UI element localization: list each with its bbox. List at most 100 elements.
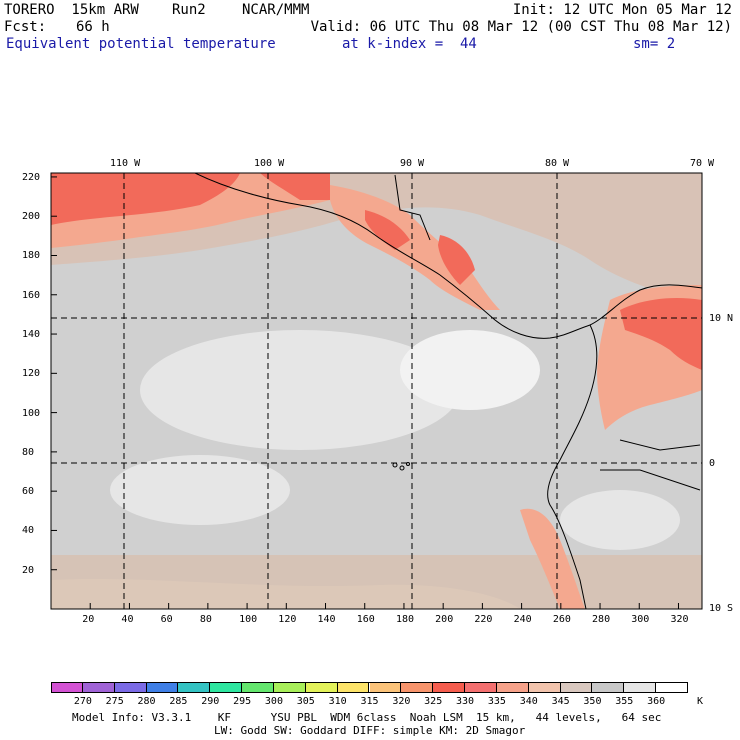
lat-lon-grid (51, 173, 702, 609)
galapagos-island-3 (406, 462, 410, 466)
x-tick-label: 300 (631, 614, 650, 625)
x-tick-label: 260 (552, 614, 571, 625)
valid-time: Valid: 06 UTC Thu 08 Mar 12 (00 CST Thu … (310, 19, 732, 35)
colorbar-level-label: 330 (456, 696, 475, 707)
x-tick-label: 180 (395, 614, 414, 625)
model-info: Model Info: V3.3.1 KF YSU PBL WDM 6class… (72, 711, 662, 724)
colorbar-level-label: 280 (137, 696, 156, 707)
colorbar-swatch (114, 682, 147, 693)
model-name: TORERO 15km ARW (4, 2, 139, 18)
colorbar-level-label: 355 (615, 696, 634, 707)
lat-label-10n: 10 N (709, 313, 734, 324)
red-region-guatemala (365, 210, 410, 250)
colorbar-frame (51, 682, 688, 693)
x-tick-label: 20 (82, 614, 95, 625)
tan-region-south-edge (51, 578, 520, 609)
colorbar-level-label: 310 (328, 696, 347, 707)
colorbar-swatch (337, 682, 370, 693)
x-tick-label: 320 (670, 614, 689, 625)
map-frame (50, 172, 703, 610)
lon-label-70w: 70 W (690, 158, 715, 169)
colorbar-swatch (242, 682, 274, 693)
y-tick-label: 60 (22, 486, 35, 498)
red-region-honduras (438, 235, 475, 285)
light-region-southwest (110, 455, 290, 525)
x-tick-label: 200 (435, 614, 454, 625)
colorbar-unit: K (696, 696, 704, 707)
colorbar-swatch (273, 682, 306, 693)
y-tick-label: 120 (22, 368, 41, 380)
colorbar-swatch (433, 682, 466, 693)
red-region-colombia (620, 298, 702, 370)
lat-label-equator: 0 (709, 458, 716, 469)
colorbar-swatch (496, 682, 529, 693)
colorbar-swatch (528, 682, 561, 693)
colorbar-level-label: 305 (296, 696, 315, 707)
colorbar-level-label: 360 (647, 696, 666, 707)
light-region-east-pacific (140, 330, 460, 450)
border-mexico-guatemala (394, 174, 431, 241)
colorbar-level-label: 350 (583, 696, 602, 707)
colorbar-level-label: 275 (105, 696, 124, 707)
x-tick-label: 40 (121, 614, 134, 625)
forecast-hours: 66 h (76, 19, 110, 35)
colorbar-swatch (210, 682, 243, 693)
colorbar-level-label: 335 (487, 696, 506, 707)
y-tick-label: 160 (22, 289, 41, 301)
y-tick-label: 20 (22, 564, 35, 576)
x-tick-label: 220 (474, 614, 493, 625)
org-label: NCAR/MMM (242, 2, 310, 18)
field-name: Equivalent potential temperature (6, 36, 276, 52)
red-region-northwest (51, 173, 240, 225)
init-time: Init: 12 UTC Mon 05 Mar 12 (512, 2, 732, 18)
colorbar-swatch (369, 682, 402, 693)
colorbar-swatch (146, 682, 179, 693)
lon-label-90w: 90 W (400, 158, 425, 169)
colorbar-swatch (82, 682, 115, 693)
red-region-mexico (260, 173, 330, 200)
y-tick-label: 180 (22, 250, 41, 262)
border-ecuador-peru (600, 469, 701, 491)
run-label: Run2 (172, 2, 206, 18)
x-tick-label: 100 (239, 614, 258, 625)
x-tick-label: 160 (356, 614, 375, 625)
colorbar-swatch (305, 682, 338, 693)
x-tick-label: 240 (513, 614, 532, 625)
colorbar-swatch (560, 682, 593, 693)
colorbar-level-label: 325 (424, 696, 443, 707)
border-colombia-ecuador (619, 439, 701, 451)
x-tick-label: 80 (199, 614, 212, 625)
y-tick-label: 220 (22, 171, 41, 183)
colorbar-swatch (51, 682, 83, 693)
colorbar-level-label: 320 (392, 696, 411, 707)
coastline-south-america (547, 324, 598, 609)
y-tick-label: 80 (22, 446, 35, 458)
light-region-andes (560, 490, 680, 550)
x-tick-label: 120 (278, 614, 297, 625)
y-tick-label: 100 (22, 407, 41, 419)
y-tick-label: 40 (22, 525, 35, 537)
y-tick-label: 200 (22, 211, 41, 223)
lon-label-100w: 100 W (254, 158, 285, 169)
x-tick-label: 280 (592, 614, 611, 625)
lon-label-80w: 80 W (545, 158, 570, 169)
colorbar-swatch (592, 682, 625, 693)
physics-info: LW: Godd SW: Goddard DIFF: simple KM: 2D… (214, 724, 526, 737)
colorbar-swatch (401, 682, 434, 693)
x-tick-label: 60 (160, 614, 173, 625)
y-tick-label: 140 (22, 329, 41, 341)
light-region-offshore (400, 330, 540, 410)
coastline-central-america (194, 173, 702, 339)
colorbar-level-label: 345 (551, 696, 570, 707)
x-tick-label: 140 (317, 614, 336, 625)
colorbar-level-label: 290 (201, 696, 220, 707)
galapagos-island-2 (399, 465, 405, 471)
colorbar-level-label: 340 (519, 696, 538, 707)
colorbar-level-label: 315 (360, 696, 379, 707)
lon-label-110w: 110 W (110, 158, 141, 169)
colorbar-level-label: 295 (233, 696, 252, 707)
level-label: at k-index = 44 (342, 36, 477, 52)
colorbar-swatch (465, 682, 497, 693)
colorbar-level-label: 285 (169, 696, 188, 707)
